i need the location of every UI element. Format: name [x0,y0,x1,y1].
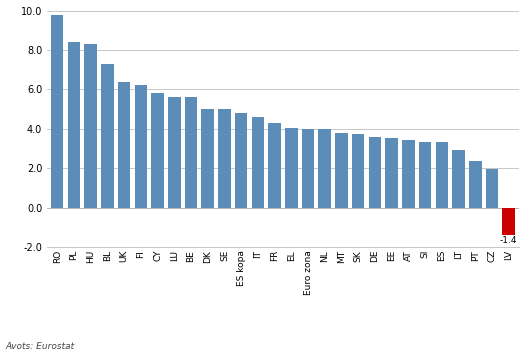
Bar [369,137,381,208]
Bar [486,169,498,208]
Bar [68,42,80,208]
Bar [319,129,331,208]
Bar [503,208,515,235]
Bar [352,134,365,208]
Bar [135,85,147,208]
Bar [218,109,231,208]
Bar [385,138,398,208]
Text: Avots: Eurostat: Avots: Eurostat [5,342,74,352]
Bar [435,142,448,208]
Bar [469,161,482,208]
Bar [84,44,97,208]
Bar [101,64,114,208]
Bar [402,140,414,208]
Bar [252,117,264,208]
Bar [302,129,314,208]
Bar [268,123,281,208]
Text: -1.4: -1.4 [500,236,518,245]
Bar [419,142,431,208]
Bar [184,97,197,208]
Bar [235,113,247,208]
Bar [452,150,465,208]
Bar [335,133,348,208]
Bar [285,128,298,208]
Bar [118,82,130,208]
Bar [201,109,214,208]
Bar [51,14,63,208]
Bar [151,94,164,208]
Bar [168,97,181,208]
